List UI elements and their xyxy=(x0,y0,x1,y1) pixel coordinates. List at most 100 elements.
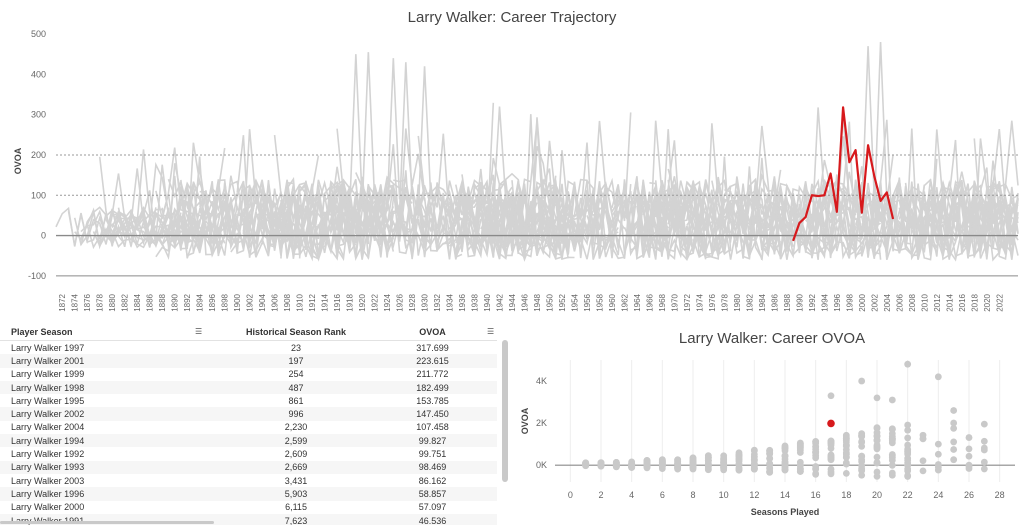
x-tick-label: 1956 xyxy=(583,293,592,311)
background-series-line xyxy=(511,183,557,251)
y-tick-label: 400 xyxy=(31,69,46,79)
table-row[interactable]: Larry Walker 2001 197 223.615 xyxy=(0,354,497,368)
x-tick-label: 1960 xyxy=(608,293,617,311)
player-point xyxy=(735,453,743,461)
y-tick-label: 500 xyxy=(31,29,46,39)
player-point xyxy=(827,440,835,447)
table-row[interactable]: Larry Walker 1996 5,903 58.857 xyxy=(0,487,497,501)
x-tick-label: 1890 xyxy=(171,293,180,311)
player-point xyxy=(674,461,682,468)
x-tick-label: 1968 xyxy=(658,293,667,311)
player-point xyxy=(812,445,820,453)
table-row[interactable]: Larry Walker 1993 2,669 98.469 xyxy=(0,460,497,474)
table-vertical-scrollbar[interactable] xyxy=(502,340,508,482)
background-series-line xyxy=(448,178,495,255)
player-point xyxy=(980,420,988,428)
table-row[interactable]: Larry Walker 1998 487 182.499 xyxy=(0,380,497,395)
player-point xyxy=(720,463,728,471)
background-series-line xyxy=(967,197,1019,261)
background-series-line xyxy=(342,205,376,242)
cell-ovoa: 147.450 xyxy=(367,407,497,421)
table-row[interactable]: Larry Walker 1992 2,609 99.751 xyxy=(0,447,497,460)
y-tick-label: 2K xyxy=(536,418,547,428)
x-tick-label: 1878 xyxy=(96,293,105,311)
background-series-line xyxy=(417,135,482,258)
x-tick-label: 1914 xyxy=(321,293,330,311)
cell-ovoa: 99.827 xyxy=(367,434,497,448)
x-tick-label: 1908 xyxy=(283,293,292,311)
y-tick-label: -100 xyxy=(28,271,46,281)
player-point xyxy=(842,450,850,458)
player-point xyxy=(873,445,881,453)
background-series-line xyxy=(686,177,801,256)
background-series-line xyxy=(423,178,482,252)
table-row[interactable]: Larry Walker 2002 996 147.450 xyxy=(0,407,497,421)
x-tick-label: 2004 xyxy=(883,293,892,311)
player-point xyxy=(689,457,697,465)
x-tick-label: 1898 xyxy=(221,293,230,311)
table-row[interactable]: Larry Walker 1994 2,599 99.827 xyxy=(0,434,497,448)
x-tick-label: 1884 xyxy=(133,293,142,311)
x-tick-label: 1916 xyxy=(333,293,342,311)
table-row[interactable]: Larry Walker 2000 6,115 57.097 xyxy=(0,501,497,514)
x-tick-label: 18 xyxy=(841,490,851,500)
y-axis-label: OVOA xyxy=(520,407,530,434)
x-tick-label: 2012 xyxy=(933,293,942,311)
player-point xyxy=(704,454,712,461)
player-point xyxy=(827,468,835,476)
background-series-line xyxy=(798,107,894,259)
x-tick-label: 1888 xyxy=(158,293,167,311)
x-tick-label: 1886 xyxy=(146,293,155,311)
sort-icon[interactable]: ☰ xyxy=(195,327,203,336)
background-series-line xyxy=(242,166,351,258)
x-tick-label: 1894 xyxy=(196,293,205,311)
col-header-player-season[interactable]: Player Season xyxy=(0,324,225,341)
player-point xyxy=(904,426,912,434)
cell-player-season: Larry Walker 2004 xyxy=(11,422,85,433)
table-row[interactable]: Larry Walker 2003 3,431 86.162 xyxy=(0,474,497,487)
background-series-line xyxy=(979,197,1019,260)
player-point xyxy=(812,438,820,446)
cell-historical-rank: 23 xyxy=(291,342,302,353)
x-tick-label: 1932 xyxy=(433,293,442,311)
background-series-line xyxy=(180,142,201,250)
x-tick-label: 1958 xyxy=(595,293,604,311)
player-point xyxy=(919,467,927,475)
player-point xyxy=(950,407,958,414)
x-tick-label: 20 xyxy=(872,490,882,500)
x-tick-label: 8 xyxy=(690,490,695,500)
table-horizontal-scrollbar[interactable] xyxy=(0,521,214,524)
table-row[interactable]: Larry Walker 1999 254 211.772 xyxy=(0,368,497,381)
cell-player-season: Larry Walker 1991 xyxy=(0,513,225,525)
col-header-ovoa[interactable]: OVOA xyxy=(367,324,497,341)
x-tick-label: 1996 xyxy=(833,293,842,311)
player-point xyxy=(750,460,758,467)
player-point xyxy=(781,445,789,453)
table-row[interactable]: Larry Walker 1997 23 317.699 xyxy=(0,341,497,355)
player-point xyxy=(904,473,912,480)
table-row[interactable]: Larry Walker 1995 861 153.785 xyxy=(0,394,497,407)
sort-icon[interactable]: ☰ xyxy=(487,327,495,336)
x-tick-label: 1962 xyxy=(620,293,629,311)
player-point xyxy=(582,459,590,467)
background-series-line xyxy=(398,62,413,212)
cell-historical-rank: 2,669 xyxy=(224,460,368,474)
background-series-line xyxy=(861,46,876,212)
cell-ovoa: 211.772 xyxy=(416,369,449,380)
x-tick-label: 1972 xyxy=(683,293,692,311)
y-axis-label: OVOA xyxy=(13,147,23,174)
x-tick-label: 1928 xyxy=(408,293,417,311)
background-series-line xyxy=(348,54,363,212)
season-table: Player Season Historical Season Rank OVO… xyxy=(0,324,500,525)
background-series-line xyxy=(717,189,751,223)
x-axis-label: Seasons Played xyxy=(751,507,820,517)
col-header-historical-rank[interactable]: Historical Season Rank xyxy=(224,324,368,341)
player-point xyxy=(827,392,835,400)
table-row[interactable]: Larry Walker 2004 2,230 107.458 xyxy=(0,421,497,434)
background-series-line xyxy=(161,187,238,248)
player-point xyxy=(873,437,881,444)
player-point xyxy=(904,421,912,429)
x-tick-label: 1936 xyxy=(458,293,467,311)
x-tick-label: 2002 xyxy=(870,293,879,311)
